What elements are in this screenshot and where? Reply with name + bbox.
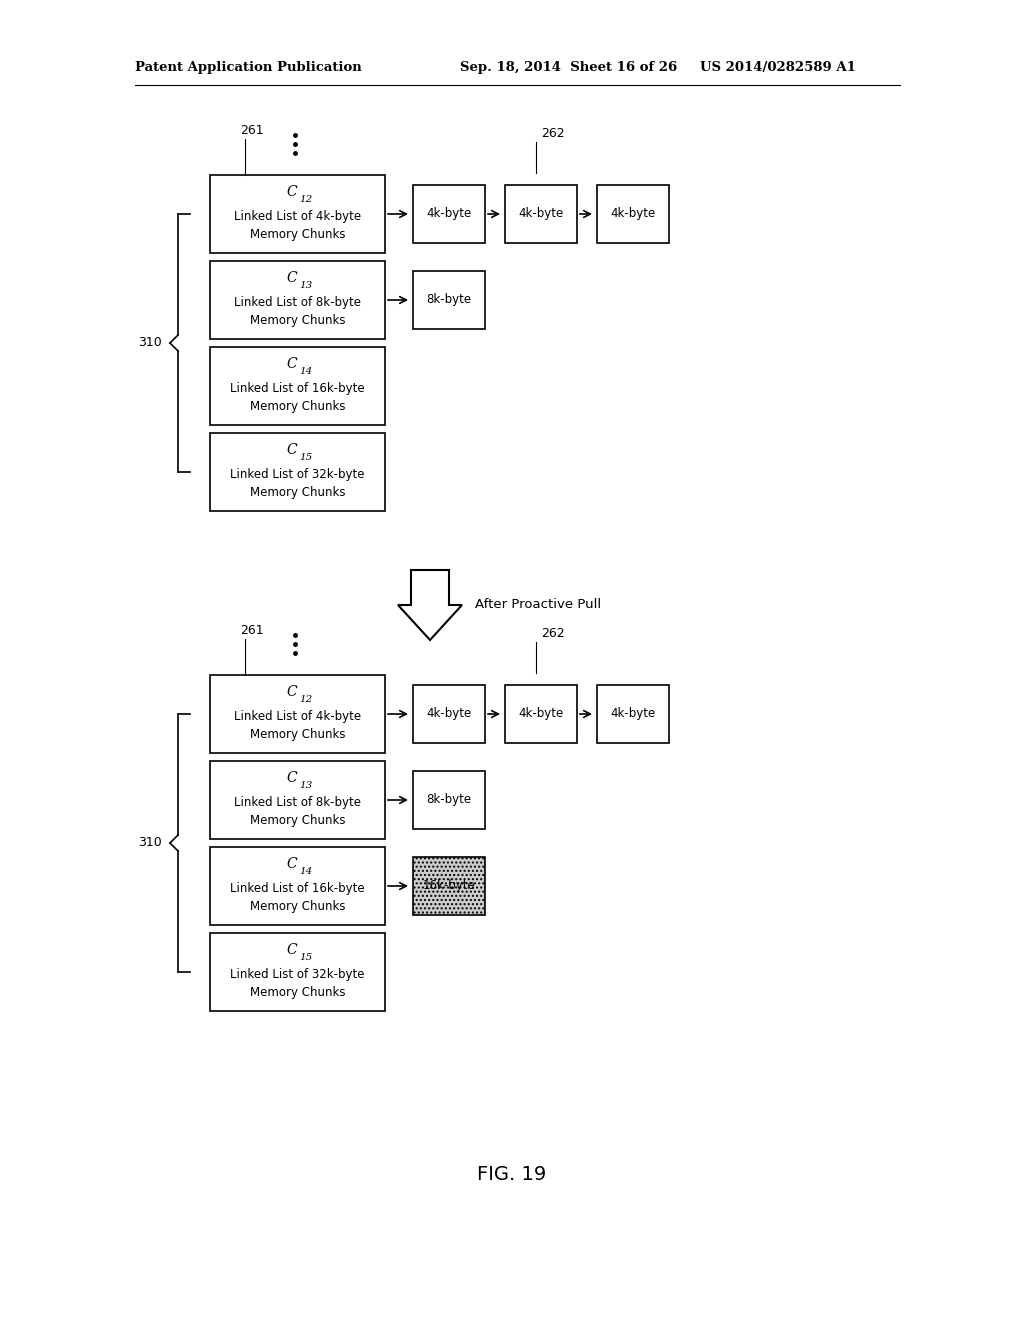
Bar — [210, 347, 385, 425]
Text: 12: 12 — [299, 195, 312, 205]
Text: 14: 14 — [299, 367, 312, 376]
Bar — [505, 685, 577, 743]
Text: Linked List of 4k-byte: Linked List of 4k-byte — [233, 710, 361, 723]
Bar — [210, 933, 385, 1011]
Bar — [413, 771, 485, 829]
Text: 16k-byte: 16k-byte — [423, 879, 475, 892]
Text: 262: 262 — [541, 627, 564, 640]
Text: 261: 261 — [240, 624, 263, 638]
Bar — [210, 847, 385, 925]
Text: Memory Chunks: Memory Chunks — [250, 314, 345, 327]
Text: After Proactive Pull: After Proactive Pull — [475, 598, 601, 611]
Text: Linked List of 8k-byte: Linked List of 8k-byte — [234, 796, 361, 809]
Text: C: C — [286, 685, 297, 700]
Text: Linked List of 32k-byte: Linked List of 32k-byte — [230, 968, 365, 981]
Text: C: C — [286, 942, 297, 957]
Text: 4k-byte: 4k-byte — [518, 708, 563, 721]
Text: C: C — [286, 771, 297, 785]
Text: Memory Chunks: Memory Chunks — [250, 729, 345, 741]
Bar — [597, 685, 669, 743]
Bar — [413, 185, 485, 243]
Text: Memory Chunks: Memory Chunks — [250, 486, 345, 499]
Text: Linked List of 8k-byte: Linked List of 8k-byte — [234, 296, 361, 309]
Text: C: C — [286, 857, 297, 871]
Text: Sep. 18, 2014  Sheet 16 of 26: Sep. 18, 2014 Sheet 16 of 26 — [460, 62, 677, 74]
Text: C: C — [286, 185, 297, 199]
Text: 8k-byte: 8k-byte — [426, 293, 472, 306]
Text: 4k-byte: 4k-byte — [426, 207, 472, 220]
Text: Memory Chunks: Memory Chunks — [250, 986, 345, 999]
Text: Linked List of 16k-byte: Linked List of 16k-byte — [230, 381, 365, 395]
Text: 4k-byte: 4k-byte — [426, 708, 472, 721]
Text: Linked List of 16k-byte: Linked List of 16k-byte — [230, 882, 365, 895]
Text: 4k-byte: 4k-byte — [518, 207, 563, 220]
Text: Memory Chunks: Memory Chunks — [250, 228, 345, 242]
Text: Memory Chunks: Memory Chunks — [250, 400, 345, 413]
Bar — [210, 675, 385, 752]
Text: Patent Application Publication: Patent Application Publication — [135, 62, 361, 74]
Text: 12: 12 — [299, 696, 312, 705]
Bar — [210, 176, 385, 253]
Bar — [413, 271, 485, 329]
Text: 262: 262 — [541, 127, 564, 140]
Text: 261: 261 — [240, 124, 263, 137]
Text: C: C — [286, 444, 297, 457]
Text: Linked List of 4k-byte: Linked List of 4k-byte — [233, 210, 361, 223]
Bar — [210, 433, 385, 511]
Bar — [505, 185, 577, 243]
Text: 13: 13 — [299, 281, 312, 290]
Bar — [413, 857, 485, 915]
Text: US 2014/0282589 A1: US 2014/0282589 A1 — [700, 62, 856, 74]
Text: 14: 14 — [299, 867, 312, 876]
Bar — [210, 762, 385, 840]
Text: Memory Chunks: Memory Chunks — [250, 814, 345, 828]
Text: 15: 15 — [299, 953, 312, 962]
Text: 4k-byte: 4k-byte — [610, 207, 655, 220]
Bar — [413, 685, 485, 743]
Text: 4k-byte: 4k-byte — [610, 708, 655, 721]
Text: Memory Chunks: Memory Chunks — [250, 900, 345, 913]
Polygon shape — [398, 570, 462, 640]
Text: Linked List of 32k-byte: Linked List of 32k-byte — [230, 469, 365, 480]
Bar — [597, 185, 669, 243]
Text: 310: 310 — [138, 337, 162, 350]
Text: C: C — [286, 271, 297, 285]
Bar — [210, 261, 385, 339]
Text: C: C — [286, 356, 297, 371]
Text: 8k-byte: 8k-byte — [426, 793, 472, 807]
Text: FIG. 19: FIG. 19 — [477, 1166, 547, 1184]
Text: 13: 13 — [299, 781, 312, 791]
Text: 310: 310 — [138, 837, 162, 850]
Text: 15: 15 — [299, 454, 312, 462]
